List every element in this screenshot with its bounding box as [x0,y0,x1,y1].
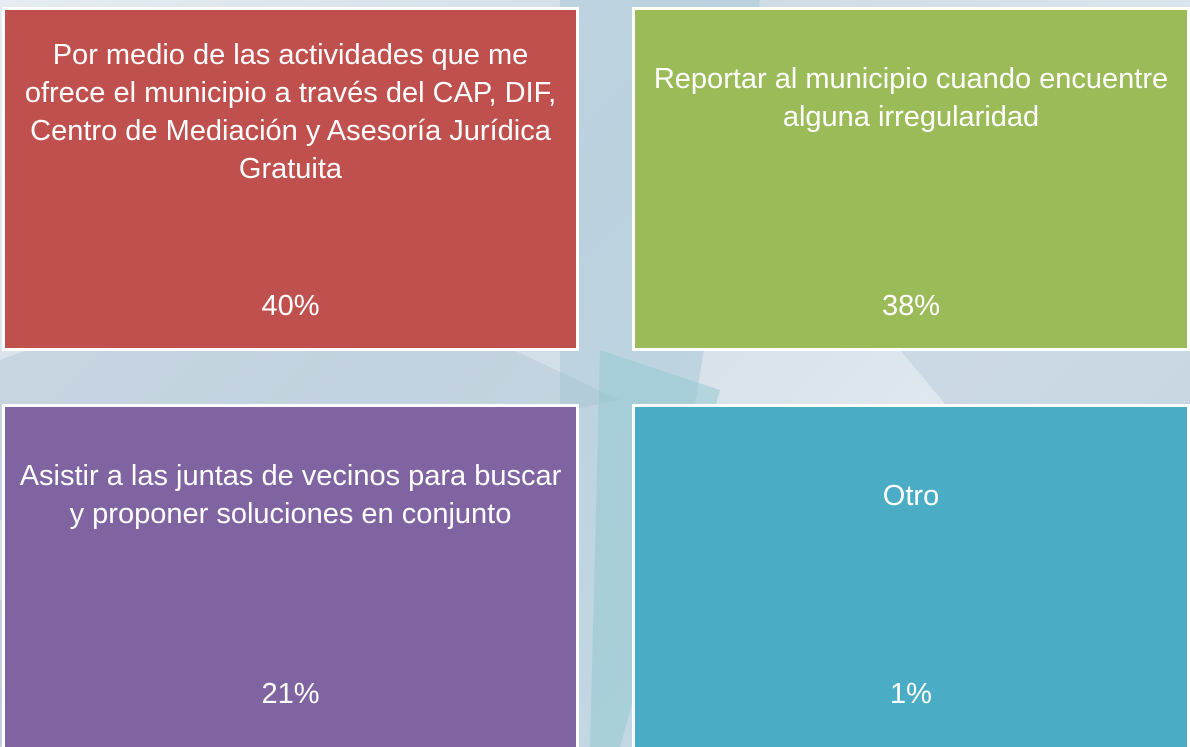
answer-box: Reportar al municipio cuando encuentre a… [632,7,1190,351]
answer-percent: 1% [890,678,932,710]
answer-percent: 21% [261,678,320,710]
answer-text: Por medio de las actividades que me ofre… [24,39,557,185]
answer-text: Reportar al municipio cuando encuentre a… [653,63,1169,133]
answer-box: Asistir a las juntas de vecinos para bus… [2,404,579,747]
answer-percent: 38% [881,290,941,322]
answer-box: Otro 1% [632,404,1190,747]
answer-text: Asistir a las juntas de vecinos para bus… [19,460,562,530]
answer-text: Otro [882,480,940,512]
answer-percent: 40% [261,290,320,322]
answer-box: Por medio de las actividades que me ofre… [2,7,579,351]
